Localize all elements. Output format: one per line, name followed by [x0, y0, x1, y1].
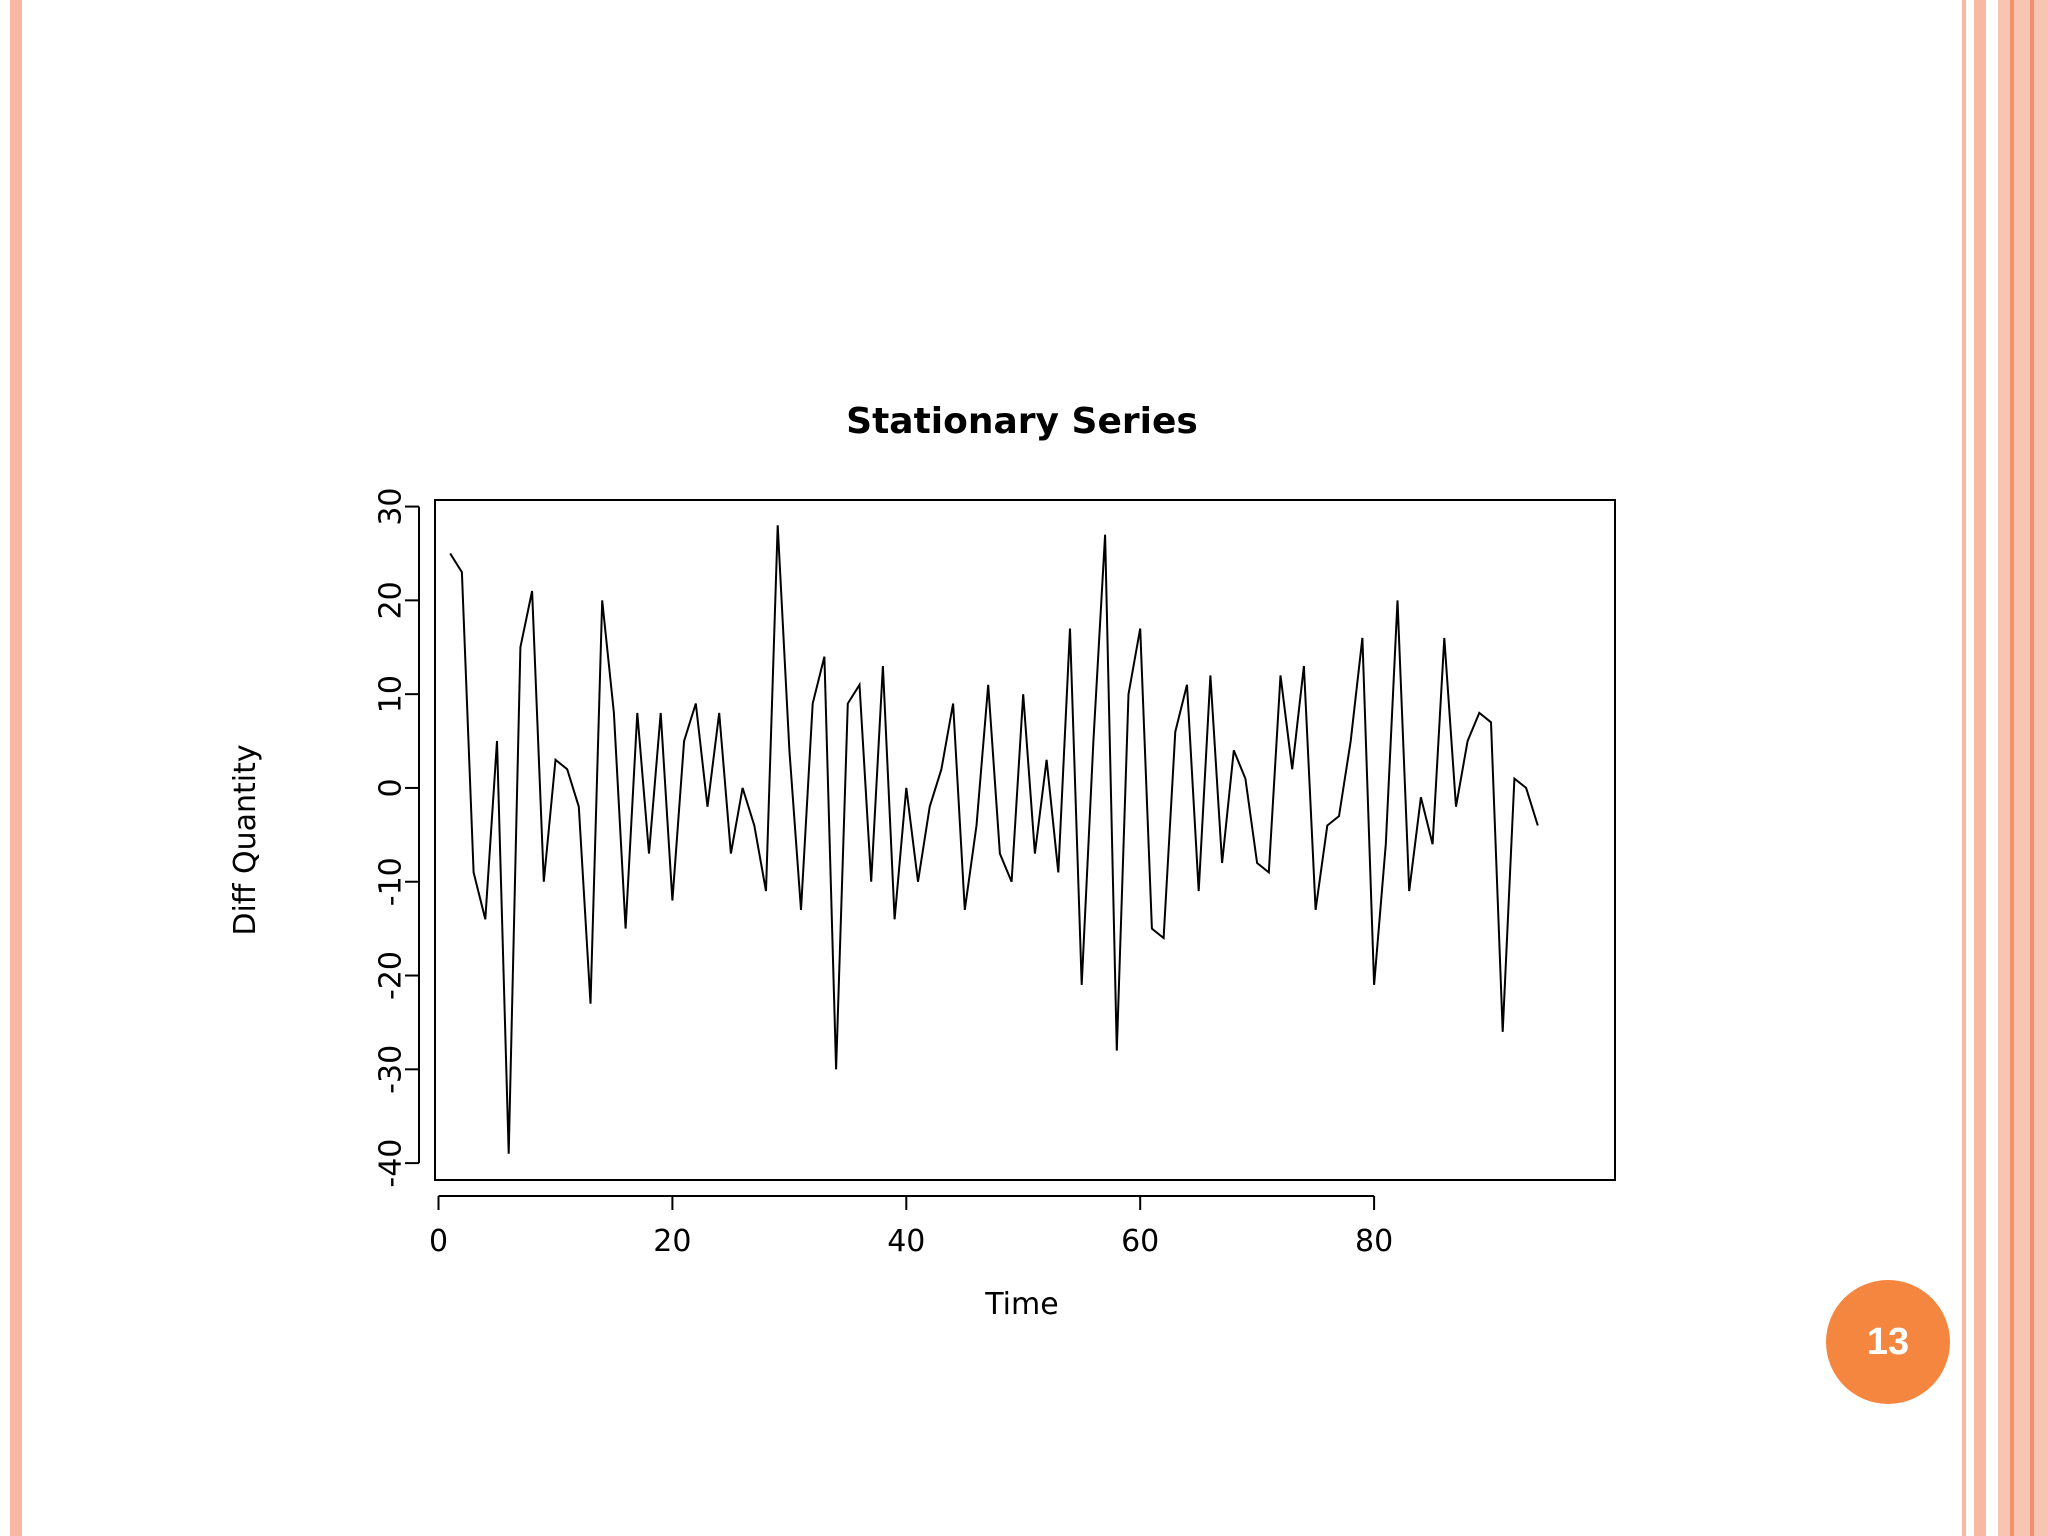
page-number: 13	[1866, 1320, 1910, 1363]
y-tick-label: 10	[374, 675, 409, 713]
series-line	[449, 525, 1539, 1154]
y-tick-label: -10	[374, 857, 409, 906]
y-tick-label: -30	[374, 1045, 409, 1094]
chart-title: Stationary Series	[846, 401, 1198, 442]
x-tick-label: 20	[653, 1224, 691, 1259]
slide-border-right-band	[1998, 0, 2048, 1536]
stationary-series-chart: Stationary Series 0 20 40 60 80-40-30-20-100…	[228, 401, 1616, 1322]
slide-border-right-thin	[1962, 0, 1966, 1536]
axis-ticks: 0 20 40 60 80 -40 -30 -20 -10 0 10 20 30	[374, 487, 1394, 1259]
x-tick-label: 0	[429, 1224, 448, 1259]
x-tick-label: 80	[1355, 1224, 1393, 1259]
x-tick-label: 40	[887, 1224, 925, 1259]
x-tick-label: 60	[1121, 1224, 1159, 1259]
slide-border-right-band-line	[2010, 0, 2014, 1536]
slide-border-right-thick	[1974, 0, 1986, 1536]
y-tick-label: 30	[374, 487, 409, 525]
y-tick-label: -20	[374, 951, 409, 1000]
page-number-badge: 13	[1826, 1280, 1950, 1404]
y-tick-label: 20	[374, 581, 409, 619]
plot-frame	[434, 499, 1616, 1181]
y-tick-label: 0	[374, 778, 409, 797]
slide-border-right-band-line2	[2030, 0, 2034, 1536]
y-axis-label: Diff Quantity	[228, 744, 263, 935]
y-tick-label: -40	[374, 1139, 409, 1188]
x-axis-label: Time	[984, 1287, 1058, 1322]
slide-border-left	[10, 0, 22, 1536]
